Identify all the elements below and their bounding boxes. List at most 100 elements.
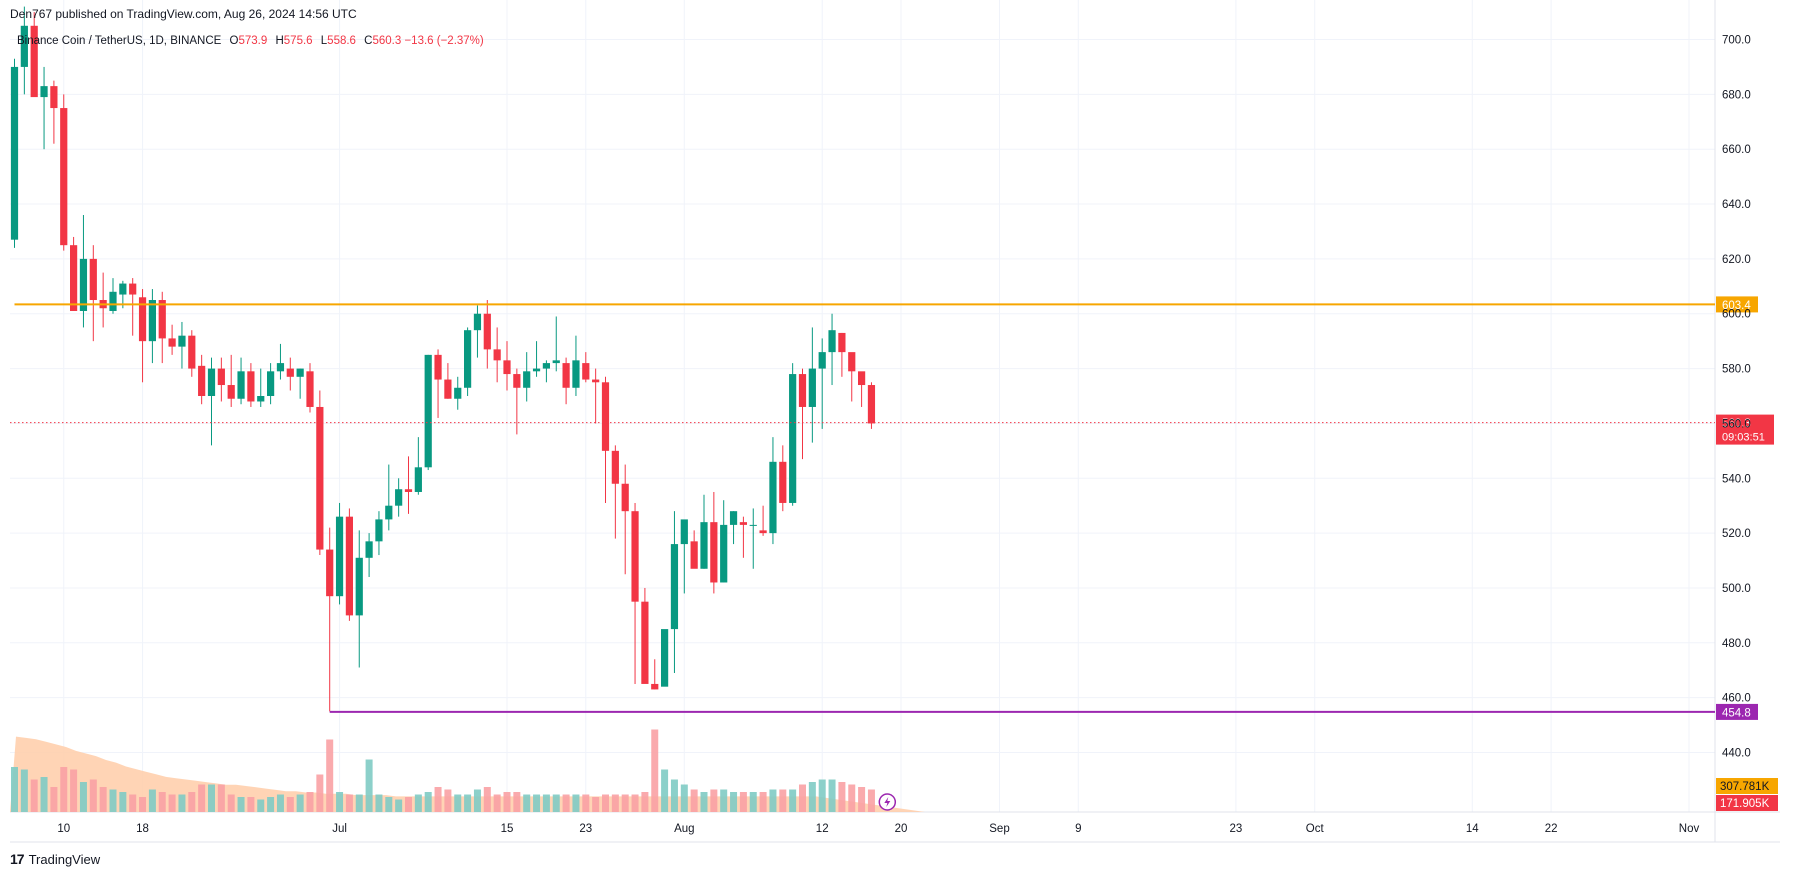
volume-bar bbox=[89, 779, 97, 812]
candle-body bbox=[365, 541, 373, 558]
volume-bar bbox=[365, 759, 373, 812]
candle-body bbox=[267, 371, 275, 396]
tradingview-footer[interactable]: 17 TradingView bbox=[10, 851, 100, 867]
volume-bar bbox=[483, 787, 491, 812]
volume-bar bbox=[444, 789, 452, 812]
candle-body bbox=[798, 374, 807, 407]
candle-body bbox=[582, 363, 590, 380]
candle-body bbox=[89, 258, 97, 301]
volume-bar bbox=[749, 792, 757, 812]
volume-bar bbox=[20, 769, 28, 812]
x-tick-label: 23 bbox=[579, 823, 592, 835]
y-tick-label: 500.0 bbox=[1722, 583, 1751, 595]
y-tick-label: 660.0 bbox=[1722, 144, 1751, 156]
volume-bar bbox=[385, 797, 393, 812]
resistance-line-label: 603.4 bbox=[1722, 300, 1751, 312]
volume-bar bbox=[99, 787, 107, 812]
candle-body bbox=[119, 283, 127, 295]
volume-bar bbox=[858, 787, 866, 812]
x-tick-label: Nov bbox=[1679, 823, 1700, 835]
volume-bar bbox=[375, 794, 383, 812]
candle-body bbox=[326, 549, 334, 597]
volume-ma-label-bg bbox=[1716, 778, 1778, 794]
volume-bar bbox=[621, 794, 629, 812]
x-tick-label: Sep bbox=[989, 823, 1009, 835]
candle-body bbox=[257, 396, 265, 402]
volume-bar bbox=[720, 789, 728, 812]
x-tick-label: 23 bbox=[1230, 823, 1243, 835]
current-price-label-bg bbox=[1716, 414, 1774, 445]
volume-bar bbox=[513, 792, 521, 812]
candle-body bbox=[434, 354, 442, 380]
volume-bar bbox=[217, 784, 225, 812]
candle-body bbox=[621, 483, 629, 512]
volume-bar bbox=[759, 792, 767, 812]
candle-body bbox=[306, 371, 314, 407]
candle-body bbox=[542, 363, 550, 369]
volume-bar bbox=[316, 774, 324, 812]
countdown-label: 09:03:51 bbox=[1722, 432, 1765, 444]
candle-body bbox=[237, 371, 245, 399]
y-tick-label: 560.0 bbox=[1722, 418, 1751, 430]
volume-bar bbox=[523, 794, 531, 812]
candle-body bbox=[739, 522, 747, 525]
candle-body bbox=[188, 335, 196, 369]
candle-body bbox=[70, 245, 78, 311]
volume-bar bbox=[40, 777, 48, 812]
volume-bar bbox=[414, 794, 422, 812]
candle-body bbox=[355, 557, 363, 616]
candle-body bbox=[168, 338, 176, 347]
volume-bar bbox=[424, 792, 432, 812]
candle-body bbox=[276, 363, 285, 372]
volume-bar bbox=[306, 792, 314, 812]
candle-body bbox=[789, 374, 797, 503]
volume-bar bbox=[867, 789, 875, 812]
volume-bar bbox=[405, 797, 412, 812]
candle-body bbox=[562, 363, 570, 388]
volume-bar bbox=[631, 794, 639, 812]
volume-bar bbox=[493, 794, 501, 812]
volume-bar bbox=[739, 792, 747, 812]
volume-bar bbox=[129, 794, 137, 812]
volume-bar bbox=[710, 789, 718, 812]
candle-body bbox=[710, 522, 718, 583]
candle-body bbox=[473, 313, 482, 331]
volume-bar bbox=[355, 794, 363, 812]
open-value: 573.9 bbox=[238, 35, 268, 47]
x-tick-label: 12 bbox=[816, 823, 829, 835]
candle-body bbox=[148, 300, 156, 342]
open-key: O bbox=[229, 35, 239, 47]
volume-bar bbox=[158, 792, 166, 812]
x-tick-label: Oct bbox=[1306, 823, 1325, 835]
volume-bar bbox=[611, 794, 619, 812]
volume-bar bbox=[237, 797, 245, 812]
candle-body bbox=[10, 66, 19, 240]
tradingview-logo-icon: 17 bbox=[10, 851, 25, 867]
candle-body bbox=[749, 524, 757, 526]
volume-bar bbox=[789, 789, 797, 812]
volume-bar bbox=[592, 797, 600, 812]
volume-bar bbox=[454, 794, 462, 812]
volume-bar bbox=[838, 782, 846, 812]
candle-body bbox=[601, 382, 610, 451]
y-tick-label: 700.0 bbox=[1722, 35, 1751, 47]
candle-body bbox=[138, 297, 147, 342]
volume-bar bbox=[247, 797, 255, 812]
close-value: 560.3 bbox=[372, 35, 402, 47]
x-tick-label: 20 bbox=[895, 823, 908, 835]
volume-bar bbox=[139, 797, 147, 812]
low-value: 558.6 bbox=[327, 35, 356, 47]
y-tick-label: 540.0 bbox=[1722, 473, 1751, 485]
candle-body bbox=[454, 387, 462, 399]
volume-bar bbox=[799, 784, 806, 812]
symbol-name: Binance Coin / TetherUS, 1D, BINANCE bbox=[17, 35, 222, 47]
volume-bar bbox=[109, 789, 117, 812]
current-price-label: 560.3 bbox=[1722, 418, 1751, 430]
candle-body bbox=[661, 629, 669, 687]
candle-body bbox=[424, 354, 432, 468]
candle-body bbox=[296, 368, 304, 377]
symbol-legend[interactable]: Binance Coin / TetherUS, 1D, BINANCE O57… bbox=[17, 35, 484, 47]
x-tick-label: 22 bbox=[1545, 823, 1558, 835]
